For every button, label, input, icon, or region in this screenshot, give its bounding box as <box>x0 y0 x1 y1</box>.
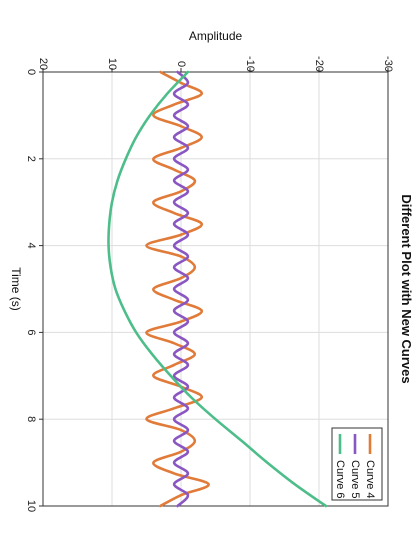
legend-label-curve-5: Curve 5 <box>349 460 361 499</box>
time-tick-label: 2 <box>25 156 37 162</box>
x-axis-label: Time (s) <box>9 267 23 311</box>
series <box>107 70 328 508</box>
series-line-curve-4 <box>145 70 210 508</box>
legend-label-curve-4: Curve 4 <box>364 460 376 499</box>
series-line-curve-5 <box>172 70 190 508</box>
amplitude-tick-label: 0 <box>175 61 187 67</box>
y-axis-label: Amplitude <box>189 29 243 43</box>
amplitude-tick-label: 10 <box>106 58 118 70</box>
legend-label-curve-6: Curve 6 <box>334 460 346 499</box>
time-tick-label: 10 <box>25 500 37 512</box>
plot-frame <box>42 71 389 507</box>
time-tick-label: 8 <box>25 416 37 422</box>
series-line-curve-6 <box>107 70 328 508</box>
amplitude-tick-label: -10 <box>244 56 256 72</box>
amplitude-tick-label: -30 <box>382 56 394 72</box>
amplitude-tick-label: -20 <box>313 56 325 72</box>
chart-title: Different Plot with New Curves <box>399 194 414 383</box>
amplitude-tick-label: 20 <box>37 58 49 70</box>
time-tick-label: 6 <box>25 329 37 335</box>
time-tick-label: 0 <box>25 69 37 75</box>
time-tick-label: 4 <box>25 243 37 249</box>
